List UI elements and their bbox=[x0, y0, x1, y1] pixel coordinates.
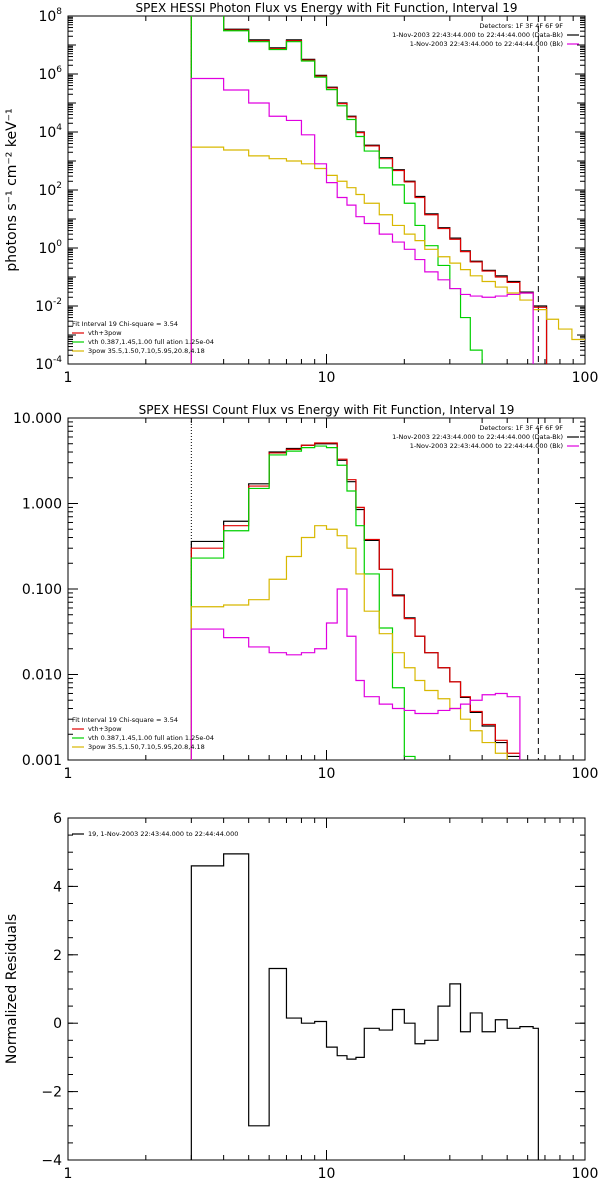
legend-bottomleft: Fit Interval 19 Chi-square = 3.54vth+3po… bbox=[72, 320, 214, 355]
y-tick-label: 100 bbox=[38, 239, 62, 257]
series-total-line bbox=[190, 442, 521, 760]
series-group bbox=[190, 16, 585, 364]
series-data-line bbox=[190, 16, 548, 364]
legend-entry: 3pow 35.5,1.50,7.10,5.95,20.8,4.18 bbox=[88, 743, 205, 751]
x-tick-label: 100 bbox=[572, 1166, 599, 1182]
legend-entry: vth+3pow bbox=[88, 725, 122, 733]
y-tick-label: −2 bbox=[41, 1085, 62, 1101]
series-background-line bbox=[190, 588, 521, 760]
legend-topleft: 19, 1-Nov-2003 22:43:44.000 to 22:44:44.… bbox=[72, 830, 238, 838]
legend-entry: Fit Interval 19 Chi-square = 3.54 bbox=[72, 320, 178, 328]
series-total-line bbox=[190, 16, 548, 364]
legend-entry: Detectors: 1F 3F 4F 6F 9F bbox=[479, 22, 563, 30]
chart-title: SPEX HESSI Photon Flux vs Energy with Fi… bbox=[136, 1, 518, 15]
chart-title: SPEX HESSI Count Flux vs Energy with Fit… bbox=[139, 403, 515, 417]
legend-entry: vth 0.387,1.45,1.00 full ation 1.25e-04 bbox=[88, 734, 214, 742]
series-group bbox=[190, 442, 521, 760]
y-tick-label: 0 bbox=[53, 1016, 62, 1032]
x-tick-label: 10 bbox=[318, 766, 336, 782]
series-thermal-line bbox=[190, 445, 416, 760]
series-power-line bbox=[190, 525, 508, 760]
y-tick-label: 0.010 bbox=[22, 668, 62, 684]
plot-frame bbox=[67, 817, 586, 1161]
series-data-line bbox=[190, 443, 521, 760]
legend-entry: 1-Nov-2003 22:43:44.000 to 22:44:44.000 … bbox=[392, 31, 563, 39]
y-tick-label: 4 bbox=[53, 879, 62, 895]
y-tick-label: 0.100 bbox=[22, 582, 62, 598]
legend-entry: 1-Nov-2003 22:43:44.000 to 22:44:44.000 … bbox=[392, 433, 563, 441]
plot-frame bbox=[67, 417, 586, 761]
x-tick-label: 100 bbox=[572, 370, 599, 386]
y-axis-label: Normalized Residuals bbox=[4, 914, 20, 1064]
y-tick-label: −4 bbox=[41, 1153, 62, 1169]
legend-entry: 1-Nov-2003 22:43:44.000 to 22:44:44.000 … bbox=[410, 40, 563, 48]
legend-bottomleft: Fit Interval 19 Chi-square = 3.54vth+3po… bbox=[72, 716, 214, 751]
y-tick-label: 6 bbox=[53, 811, 62, 827]
y-tick-label: 10-4 bbox=[35, 355, 62, 373]
y-tick-label: 0.001 bbox=[22, 753, 62, 769]
x-tick-label: 1 bbox=[64, 370, 73, 386]
chart-panel-1: SPEX HESSI Photon Flux vs Energy with Fi… bbox=[4, 1, 599, 386]
x-tick-label: 10 bbox=[318, 1166, 336, 1182]
y-tick-label: 108 bbox=[38, 7, 62, 25]
series-thermal-line bbox=[190, 16, 483, 364]
plot-frame bbox=[67, 15, 586, 365]
y-tick-label: 2 bbox=[53, 948, 62, 964]
legend-entry: Detectors: 1F 3F 4F 6F 9F bbox=[479, 424, 563, 432]
legend-entry: vth 0.387,1.45,1.00 full ation 1.25e-04 bbox=[88, 338, 214, 346]
y-tick-label: 1.000 bbox=[22, 497, 62, 513]
y-tick-label: 106 bbox=[38, 65, 62, 83]
y-tick-label: 10.000 bbox=[13, 411, 62, 427]
series-data-line bbox=[190, 853, 539, 1160]
legend-entry: 3pow 35.5,1.50,7.10,5.95,20.8,4.18 bbox=[88, 347, 205, 355]
legend-entry: vth+3pow bbox=[88, 329, 122, 337]
x-tick-label: 1 bbox=[64, 1166, 73, 1182]
y-tick-label: 104 bbox=[38, 123, 62, 141]
x-tick-label: 1 bbox=[64, 766, 73, 782]
legend-entry: Fit Interval 19 Chi-square = 3.54 bbox=[72, 716, 178, 724]
chart-panel-3: 1 10 100 −4 −2 0 2 4 6 Normalized Residuals 19, 1-… bbox=[4, 811, 599, 1182]
y-tick-label: 102 bbox=[38, 181, 62, 199]
legend-topright: Detectors: 1F 3F 4F 6F 9F1-Nov-2003 22:4… bbox=[392, 424, 579, 450]
y-axis-label: photons s⁻¹ cm⁻² keV⁻¹ bbox=[4, 108, 20, 271]
legend-topright: Detectors: 1F 3F 4F 6F 9F1-Nov-2003 22:4… bbox=[392, 22, 579, 48]
series-background-line bbox=[190, 77, 534, 364]
series-power-line bbox=[190, 146, 585, 364]
legend-entry: 1-Nov-2003 22:43:44.000 to 22:44:44.000 … bbox=[410, 442, 563, 450]
x-tick-label: 100 bbox=[572, 766, 599, 782]
series-group bbox=[190, 853, 539, 1160]
x-tick-label: 10 bbox=[318, 370, 336, 386]
legend-entry: 19, 1-Nov-2003 22:43:44.000 to 22:44:44.… bbox=[88, 830, 238, 838]
y-tick-label: 10-2 bbox=[35, 297, 62, 315]
chart-panel-2: SPEX HESSI Count Flux vs Energy with Fit… bbox=[13, 403, 599, 782]
